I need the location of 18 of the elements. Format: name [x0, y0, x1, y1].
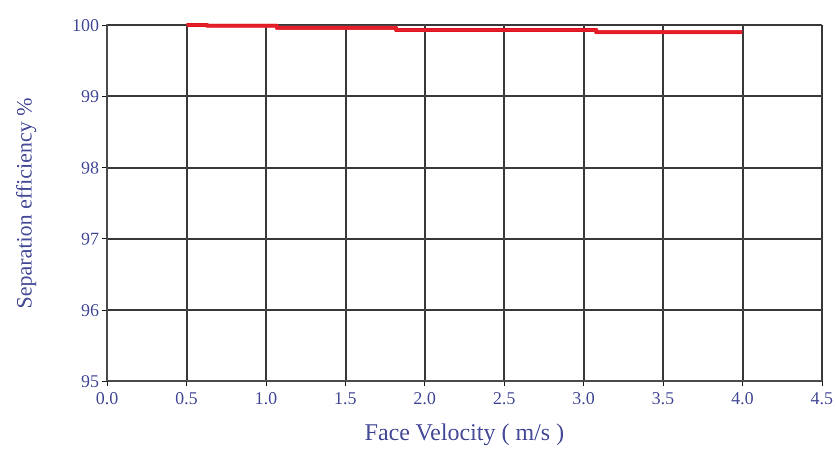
- y-tick-label: 97: [81, 228, 99, 249]
- x-tick-label: 4.0: [731, 388, 754, 408]
- x-tick-label: 3.5: [652, 388, 674, 408]
- y-tick-label: 99: [81, 86, 99, 106]
- x-tick-label: 1.0: [254, 388, 278, 408]
- y-tick-label: 95: [81, 371, 99, 391]
- x-tick-label: 0.0: [96, 388, 118, 408]
- x-tick-label: 2.0: [413, 388, 436, 408]
- y-tick-label: 100: [72, 15, 99, 35]
- x-axis-title: Face Velocity ( m/s ): [364, 420, 564, 446]
- y-tick-label: 96: [81, 300, 99, 320]
- x-tick-label: 4.5: [810, 388, 833, 408]
- x-tick-label: 2.5: [492, 388, 516, 408]
- y-tick-label: 98: [81, 157, 99, 178]
- x-tick-label: 3.0: [572, 388, 595, 408]
- x-tick-label: 1.5: [334, 388, 356, 408]
- x-tick-label: 0.5: [175, 388, 198, 408]
- y-axis-title: Separation efficiency %: [12, 98, 36, 308]
